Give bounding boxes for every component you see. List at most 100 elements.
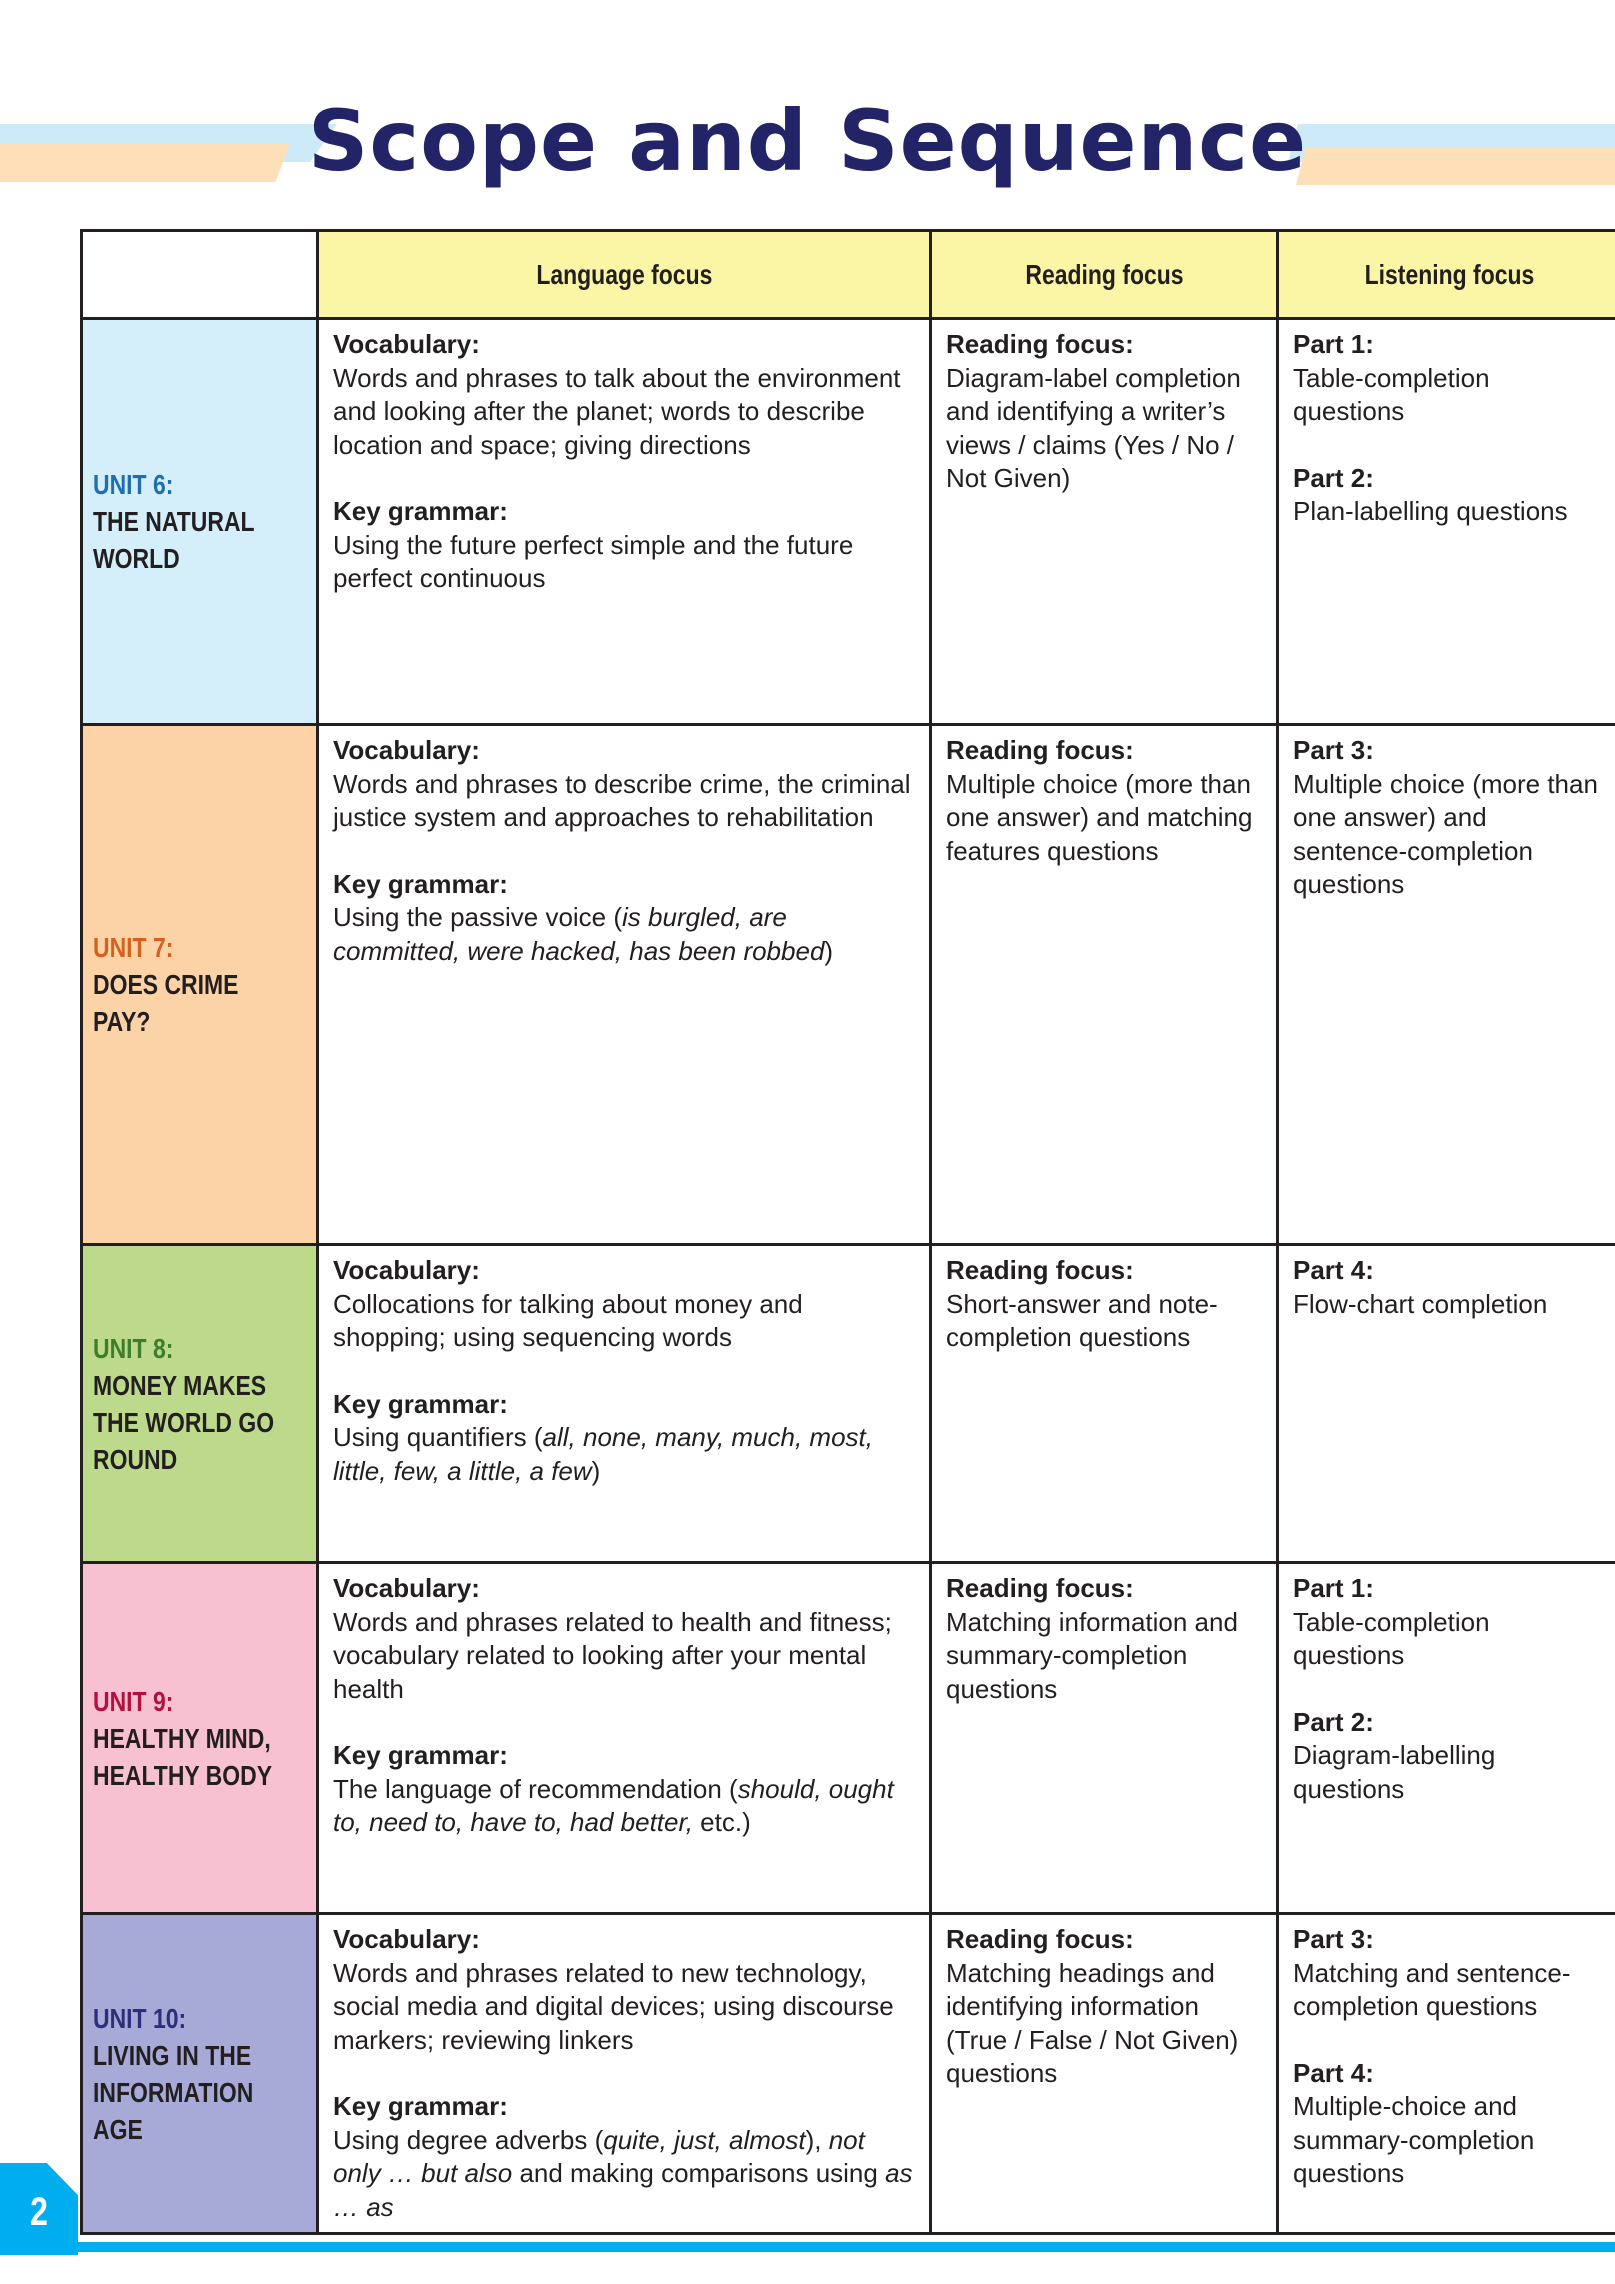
listening-part-label: Part 4: — [1293, 2057, 1374, 2088]
listening-part-label: Part 2: — [1293, 462, 1374, 493]
listening-focus-cell: Part 1: Table-completion questions Part 2:… — [1276, 1561, 1615, 1915]
grammar-segment: ) — [591, 1455, 601, 1486]
table-header-row: Language focus Reading focus Listening f… — [80, 229, 1615, 320]
listening-part-label: Part 2: — [1293, 1706, 1374, 1737]
header-listening-focus: Listening focus — [1276, 229, 1615, 320]
header-label: Listening focus — [1364, 258, 1535, 290]
unit-title-line: HEALTHY BODY — [93, 1759, 273, 1791]
language-focus-cell: Vocabulary: Words and phrases to describe… — [316, 723, 932, 1246]
grammar-label: Key grammar: — [333, 496, 508, 526]
listening-part-text: Multiple-choice and summary-completion q… — [1293, 2091, 1535, 2188]
reading-focus-cell: Reading focus: Short-answer and note-comp… — [929, 1243, 1279, 1564]
unit-cell: UNIT 8: MONEY MAKES THE WORLD GO ROUND — [80, 1243, 319, 1564]
grammar-segment: Using degree adverbs ( — [333, 2124, 604, 2155]
grammar-example: is burgled, are committed, were hacked, … — [333, 902, 825, 966]
unit-title-line: MONEY MAKES — [93, 1369, 267, 1401]
header-label: Reading focus — [1024, 258, 1184, 290]
reading-label: Reading focus: — [946, 1924, 1134, 1954]
grammar-label: Key grammar: — [333, 1740, 508, 1770]
page-number: 2 — [30, 2190, 48, 2234]
spacer — [1293, 1673, 1606, 1706]
table-row: UNIT 6: THE NATURAL WORLD Vocabulary: Words … — [80, 317, 1615, 726]
grammar-segment: Using the passive voice ( — [333, 902, 623, 932]
reading-focus-cell: Reading focus: Matching headings and iden… — [929, 1912, 1279, 2235]
listening-part-label: Part 1: — [1293, 1573, 1374, 1603]
reading-focus-cell: Reading focus: Diagram-label completion a… — [929, 317, 1279, 726]
decor-stripe-orange-right — [1296, 148, 1615, 185]
reading-focus-cell: Reading focus: Multiple choice (more than… — [929, 723, 1279, 1246]
spacer — [333, 1355, 915, 1388]
unit-title-line: THE NATURAL — [93, 506, 255, 537]
vocabulary-label: Vocabulary: — [333, 1924, 480, 1954]
unit-title-line: WORLD — [93, 543, 180, 574]
listening-part-text: Table-completion questions — [1293, 362, 1490, 427]
unit-label: UNIT 10: — [93, 2002, 187, 2034]
grammar-label: Key grammar: — [333, 1388, 508, 1419]
bottom-bar — [78, 2242, 1615, 2252]
unit-title-line: THE WORLD GO — [93, 1406, 275, 1438]
unit-title-line: HEALTHY MIND, — [93, 1722, 271, 1754]
listening-part-text: Flow-chart completion — [1293, 1288, 1548, 1319]
grammar-example: as … as — [333, 2158, 913, 2222]
language-focus-cell: Vocabulary: Words and phrases to talk abo… — [316, 317, 932, 726]
unit-title-line: PAY? — [93, 1006, 151, 1037]
unit-title-line: LIVING IN THE — [93, 2039, 252, 2071]
vocabulary-text: Words and phrases related to health and … — [333, 1606, 892, 1704]
grammar-text: The language of recommendation (should, … — [333, 1773, 915, 1840]
listening-part-label: Part 3: — [1293, 735, 1374, 765]
grammar-label: Key grammar: — [333, 868, 508, 899]
listening-focus-cell: Part 1: Table-completion questions Part 2:… — [1276, 317, 1615, 726]
vocabulary-text: Words and phrases related to new technol… — [333, 1957, 894, 2055]
header-reading-focus: Reading focus — [929, 229, 1279, 320]
vocabulary-text: Words and phrases to describe crime, the… — [333, 768, 911, 833]
vocabulary-text: Collocations for talking about money and… — [333, 1288, 803, 1353]
grammar-segment: ) — [824, 935, 834, 966]
reading-text: Diagram-label completion and identifying… — [946, 362, 1241, 494]
listening-part-text: Plan-labelling questions — [1293, 496, 1568, 526]
unit-label: UNIT 6: — [93, 469, 174, 500]
grammar-text: Using the future perfect simple and the … — [333, 529, 915, 596]
reading-text: Short-answer and note-completion questio… — [946, 1288, 1218, 1353]
listening-focus-cell: Part 4: Flow-chart completion — [1276, 1243, 1615, 1564]
listening-part-text: Table-completion questions — [1293, 1606, 1490, 1671]
unit-cell: UNIT 10: LIVING IN THE INFORMATION AGE — [80, 1912, 319, 2235]
listening-part-label: Part 4: — [1293, 1255, 1374, 1285]
listening-focus-cell: Part 3: Multiple choice (more than one an… — [1276, 723, 1615, 1246]
unit-title-line: INFORMATION — [93, 2076, 254, 2108]
listening-part-text: Multiple choice (more than one answer) a… — [1293, 768, 1598, 900]
spacer — [333, 835, 915, 868]
unit-cell: UNIT 6: THE NATURAL WORLD — [80, 317, 319, 726]
grammar-text: Using quantifiers (all, none, many, much… — [333, 1421, 915, 1488]
table-row: UNIT 9: HEALTHY MIND, HEALTHY BODY Vocabula… — [80, 1561, 1615, 1915]
unit-cell: UNIT 9: HEALTHY MIND, HEALTHY BODY — [80, 1561, 319, 1915]
vocabulary-text: Words and phrases to talk about the envi… — [333, 362, 901, 460]
grammar-text: Using degree adverbs (quite, just, almos… — [333, 2124, 915, 2225]
spacer — [333, 2057, 915, 2090]
grammar-segment: Using quantifiers ( — [333, 1422, 543, 1452]
grammar-segment: etc.) — [692, 1807, 751, 1837]
spacer — [1293, 2024, 1606, 2057]
listening-part-text: Matching and sentence-completion questio… — [1293, 1957, 1571, 2022]
table-row: UNIT 8: MONEY MAKES THE WORLD GO ROUND Vocab… — [80, 1243, 1615, 1564]
header-label: Language focus — [535, 258, 713, 290]
page-title: Scope and Sequence — [307, 92, 1308, 190]
grammar-segment: and making comparisons using — [512, 2158, 886, 2188]
reading-focus-cell: Reading focus: Matching information and s… — [929, 1561, 1279, 1915]
spacer — [333, 462, 915, 495]
reading-label: Reading focus: — [946, 735, 1134, 765]
listening-focus-cell: Part 3: Matching and sentence-completion … — [1276, 1912, 1615, 2235]
table-row: UNIT 10: LIVING IN THE INFORMATION AGE Vocab… — [80, 1912, 1615, 2235]
decor-stripe-orange-left — [0, 143, 290, 182]
vocabulary-label: Vocabulary: — [333, 1255, 480, 1285]
grammar-text: Using the passive voice (is burgled, are… — [333, 901, 915, 968]
header-language-focus: Language focus — [316, 229, 932, 320]
grammar-label: Key grammar: — [333, 2091, 508, 2121]
grammar-segment: ), — [805, 2124, 829, 2155]
scope-sequence-table: Language focus Reading focus Listening f… — [80, 229, 1615, 2235]
grammar-segment: Using the future perfect simple and the … — [333, 529, 854, 594]
unit-title-line: ROUND — [93, 1443, 178, 1475]
vocabulary-label: Vocabulary: — [333, 1573, 480, 1603]
reading-text: Multiple choice (more than one answer) a… — [946, 768, 1253, 866]
reading-text: Matching headings and identifying inform… — [946, 1957, 1239, 2089]
grammar-example: quite, just, almost — [603, 2124, 806, 2155]
